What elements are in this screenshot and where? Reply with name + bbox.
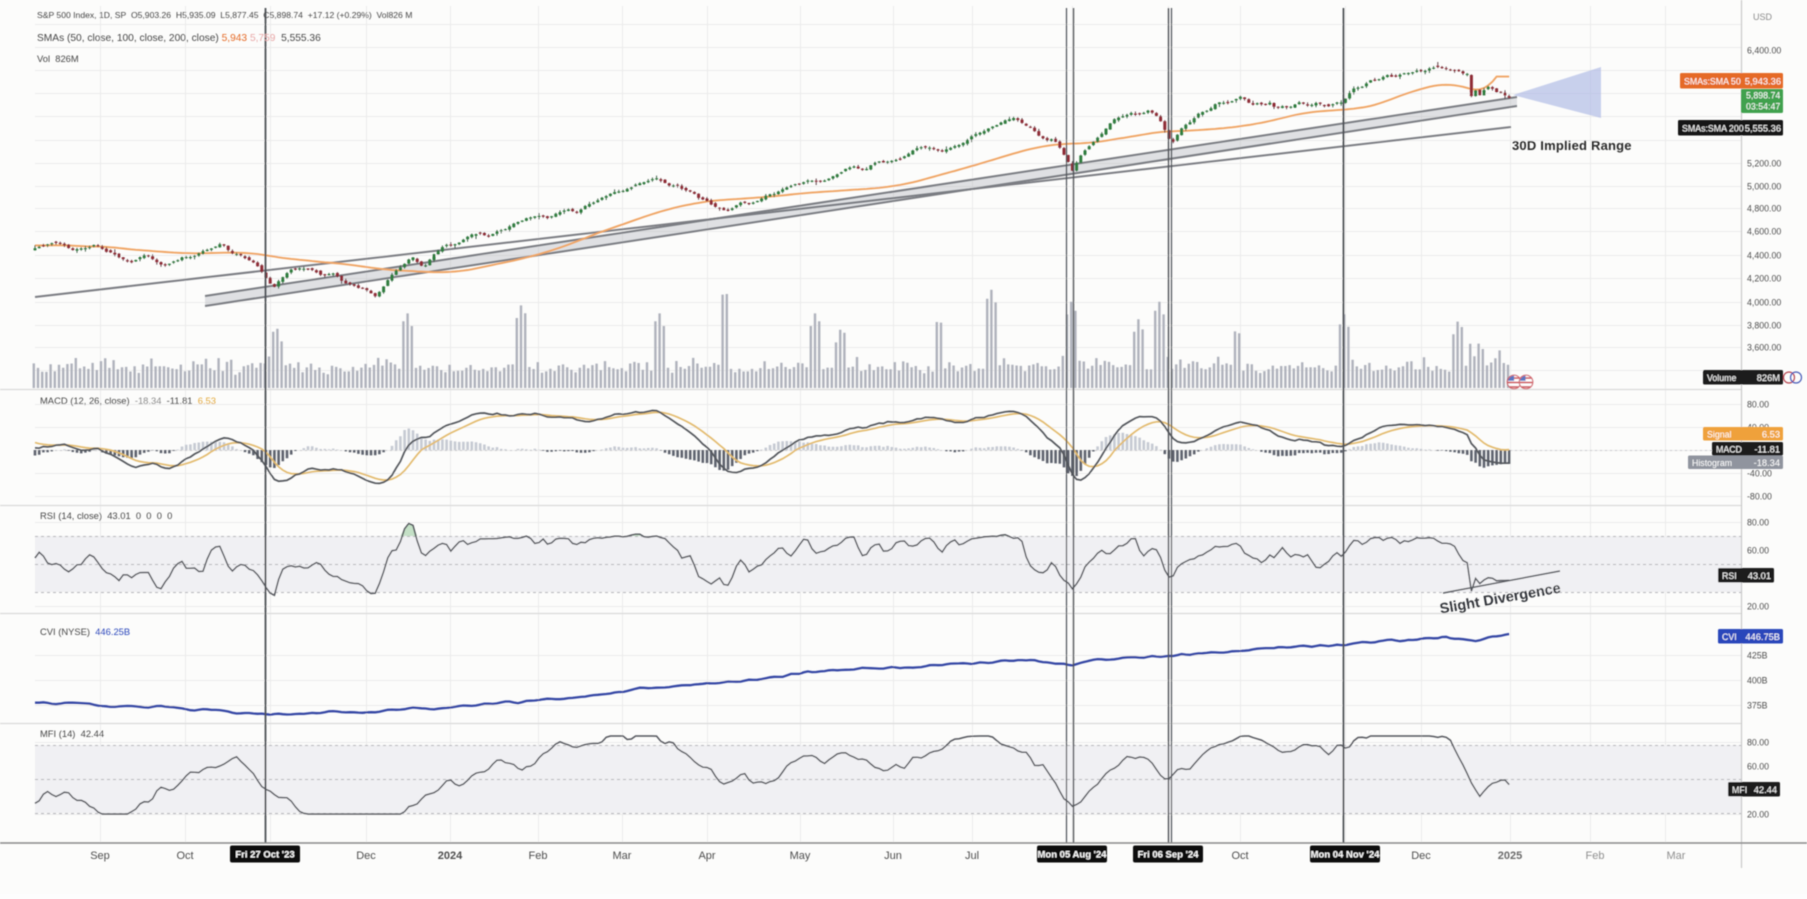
svg-text:3,600.00: 3,600.00 xyxy=(1747,343,1781,353)
svg-text:May: May xyxy=(790,850,811,862)
svg-text:USD: USD xyxy=(1753,12,1773,22)
svg-text:Dec: Dec xyxy=(1411,850,1431,862)
svg-text:5,000.00: 5,000.00 xyxy=(1747,182,1781,192)
svg-text:CVI: CVI xyxy=(1722,632,1737,642)
svg-text:Mar: Mar xyxy=(613,850,632,862)
svg-text:2025: 2025 xyxy=(1498,850,1522,862)
svg-text:400B: 400B xyxy=(1747,676,1768,686)
svg-text:Oct: Oct xyxy=(176,850,193,862)
svg-text:Fri 06 Sep '24: Fri 06 Sep '24 xyxy=(1138,850,1200,861)
svg-text:Dec: Dec xyxy=(356,850,376,862)
svg-text:4,800.00: 4,800.00 xyxy=(1747,204,1781,214)
svg-text:Vol 826M: Vol 826M xyxy=(37,53,79,64)
svg-text:826M: 826M xyxy=(1757,373,1780,383)
svg-text:MACD (12, 26, close) -18.34: MACD (12, 26, close) -18.34 -11.81 6.53 xyxy=(40,395,216,406)
svg-text:4,200.00: 4,200.00 xyxy=(1747,274,1781,284)
svg-text:43.01: 43.01 xyxy=(1748,571,1771,581)
svg-text:Volume: Volume xyxy=(1707,373,1736,383)
svg-text:Mon 04 Nov '24: Mon 04 Nov '24 xyxy=(1311,850,1380,861)
svg-text:SMAs (50, close, 100, close, 2: SMAs (50, close, 100, close, 200, close)… xyxy=(37,33,321,44)
svg-text:Mar: Mar xyxy=(1667,850,1686,862)
svg-text:RSI (14, close) 43.01 0 0: RSI (14, close) 43.01 0 0 0 0 xyxy=(40,510,172,521)
svg-text:80.00: 80.00 xyxy=(1747,518,1769,528)
svg-text:Feb: Feb xyxy=(1586,850,1605,862)
svg-text:-11.81: -11.81 xyxy=(1754,445,1780,455)
svg-text:Histogram: Histogram xyxy=(1692,458,1732,468)
svg-text:Apr: Apr xyxy=(698,850,715,862)
svg-text:60.00: 60.00 xyxy=(1747,762,1769,772)
svg-text:RSI: RSI xyxy=(1722,571,1737,581)
svg-text:MACD: MACD xyxy=(1716,445,1742,455)
svg-text:3,800.00: 3,800.00 xyxy=(1747,321,1781,331)
svg-text:S&P 500 Index, 1D, SP O5,903.: S&P 500 Index, 1D, SP O5,903.26 H5,935.0… xyxy=(37,10,412,20)
svg-text:Mon 05 Aug '24: Mon 05 Aug '24 xyxy=(1038,850,1108,861)
svg-text:-18.34: -18.34 xyxy=(1754,458,1780,468)
svg-text:60.00: 60.00 xyxy=(1747,546,1769,556)
svg-text:375B: 375B xyxy=(1747,701,1768,711)
svg-text:Sep: Sep xyxy=(90,850,110,862)
svg-text:Feb: Feb xyxy=(529,850,548,862)
svg-text:4,600.00: 4,600.00 xyxy=(1747,227,1781,237)
svg-text:6.53: 6.53 xyxy=(1762,430,1780,440)
svg-text:SMAs:SMA 50: SMAs:SMA 50 xyxy=(1684,77,1741,87)
svg-text:80.00: 80.00 xyxy=(1747,400,1769,410)
svg-text:Oct: Oct xyxy=(1231,850,1248,862)
svg-text:4,000.00: 4,000.00 xyxy=(1747,298,1781,308)
svg-text:425B: 425B xyxy=(1747,651,1768,661)
svg-text:MFI: MFI xyxy=(1732,785,1747,795)
svg-text:5,943.36: 5,943.36 xyxy=(1745,77,1781,87)
svg-text:-80.00: -80.00 xyxy=(1747,492,1772,502)
svg-text:MFI (14) 42.44: MFI (14) 42.44 xyxy=(40,728,104,739)
svg-text:5,898.74: 5,898.74 xyxy=(1746,91,1780,101)
svg-text:446.75B: 446.75B xyxy=(1745,632,1780,642)
svg-text:80.00: 80.00 xyxy=(1747,738,1769,748)
svg-text:20.00: 20.00 xyxy=(1747,810,1769,820)
svg-text:Signal: Signal xyxy=(1707,430,1731,440)
svg-text:2024: 2024 xyxy=(438,850,463,862)
svg-text:SMAs:SMA 200: SMAs:SMA 200 xyxy=(1682,124,1744,134)
svg-text:03:54:47: 03:54:47 xyxy=(1746,102,1780,112)
svg-text:20.00: 20.00 xyxy=(1747,602,1769,612)
svg-text:Jul: Jul xyxy=(965,850,979,862)
svg-text:6,400.00: 6,400.00 xyxy=(1747,46,1781,56)
svg-text:-40.00: -40.00 xyxy=(1747,469,1772,479)
svg-text:CVI (NYSE) 446.25B: CVI (NYSE) 446.25B xyxy=(40,626,130,637)
svg-text:4,400.00: 4,400.00 xyxy=(1747,251,1781,261)
svg-text:Jun: Jun xyxy=(884,850,902,862)
svg-text:Fri 27 Oct '23: Fri 27 Oct '23 xyxy=(235,850,294,861)
svg-text:30D Implied Range: 30D Implied Range xyxy=(1512,138,1632,153)
svg-text:5,555.36: 5,555.36 xyxy=(1745,124,1781,134)
svg-text:5,200.00: 5,200.00 xyxy=(1747,159,1781,169)
svg-text:42.44: 42.44 xyxy=(1754,785,1777,795)
